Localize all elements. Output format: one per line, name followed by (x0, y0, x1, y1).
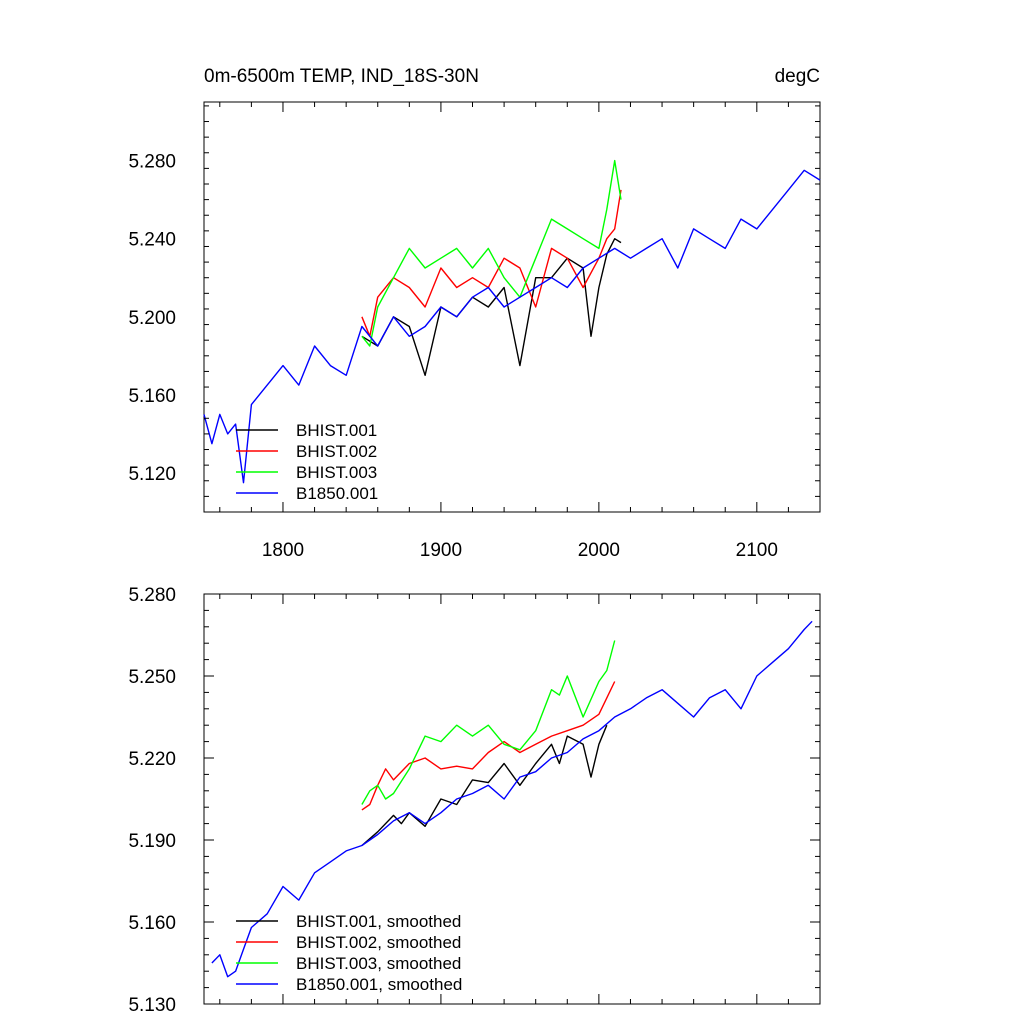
top-axis-ticks: 1800 1900 2000 2100 5.120 5.160 5.200 5.240 5.28… (128, 102, 821, 561)
y-tick-label: 5.190 (128, 831, 176, 852)
top-plot-frame (203, 101, 821, 513)
bottom-legend: BHIST.001, smoothed BHIST.002, smoothed BH… (236, 912, 462, 994)
y-tick-label: 5.220 (128, 749, 176, 770)
bottom-axis-ticks: 5.130 5.160 5.190 5.220 5.250 5.280 (128, 585, 821, 1016)
top-series-line-3 (361, 159, 622, 347)
bottom-panel: 5.130 5.160 5.190 5.220 5.250 5.280 BHIST.001… (128, 585, 821, 1016)
y-tick-label: 5.160 (128, 386, 176, 407)
top-series-lines (203, 159, 821, 484)
y-tick-label: 5.120 (128, 464, 176, 485)
units-label: degC (775, 66, 820, 87)
x-tick-label: 1800 (262, 540, 304, 561)
legend-label: B1850.001 (296, 484, 378, 503)
bottom-series-line-3 (361, 640, 616, 805)
bottom-series-line-4 (211, 620, 813, 978)
legend-label: BHIST.001 (296, 421, 377, 440)
y-tick-label: 5.280 (128, 152, 176, 173)
x-tick-label: 1900 (420, 540, 462, 561)
x-tick-label: 2000 (578, 540, 620, 561)
top-series-line-2 (361, 189, 622, 337)
legend-label: BHIST.003, smoothed (296, 954, 461, 973)
bottom-series-line-2 (361, 681, 616, 811)
legend-label: BHIST.001, smoothed (296, 912, 461, 931)
legend-label: BHIST.002 (296, 442, 377, 461)
y-tick-label: 5.240 (128, 230, 176, 251)
bottom-plot-frame (203, 593, 821, 1005)
y-tick-label: 5.200 (128, 308, 176, 329)
top-series-line-1 (361, 237, 622, 376)
y-tick-label: 5.130 (128, 995, 176, 1016)
y-tick-label: 5.250 (128, 667, 176, 688)
chart-title: 0m-6500m TEMP, IND_18S-30N (204, 66, 479, 87)
legend-label: B1850.001, smoothed (296, 975, 462, 994)
legend-label: BHIST.003 (296, 463, 377, 482)
top-panel: 0m-6500m TEMP, IND_18S-30N degC 1800 1900… (128, 66, 821, 561)
bottom-series-lines (211, 620, 813, 978)
legend-label: BHIST.002, smoothed (296, 933, 461, 952)
y-tick-label: 5.160 (128, 913, 176, 934)
bottom-series-line-1 (361, 724, 608, 847)
top-series-line-4 (203, 169, 821, 484)
top-legend: BHIST.001 BHIST.002 BHIST.003 B1850.001 (236, 421, 378, 503)
x-tick-label: 2100 (736, 540, 778, 561)
y-tick-label: 5.280 (128, 585, 176, 606)
